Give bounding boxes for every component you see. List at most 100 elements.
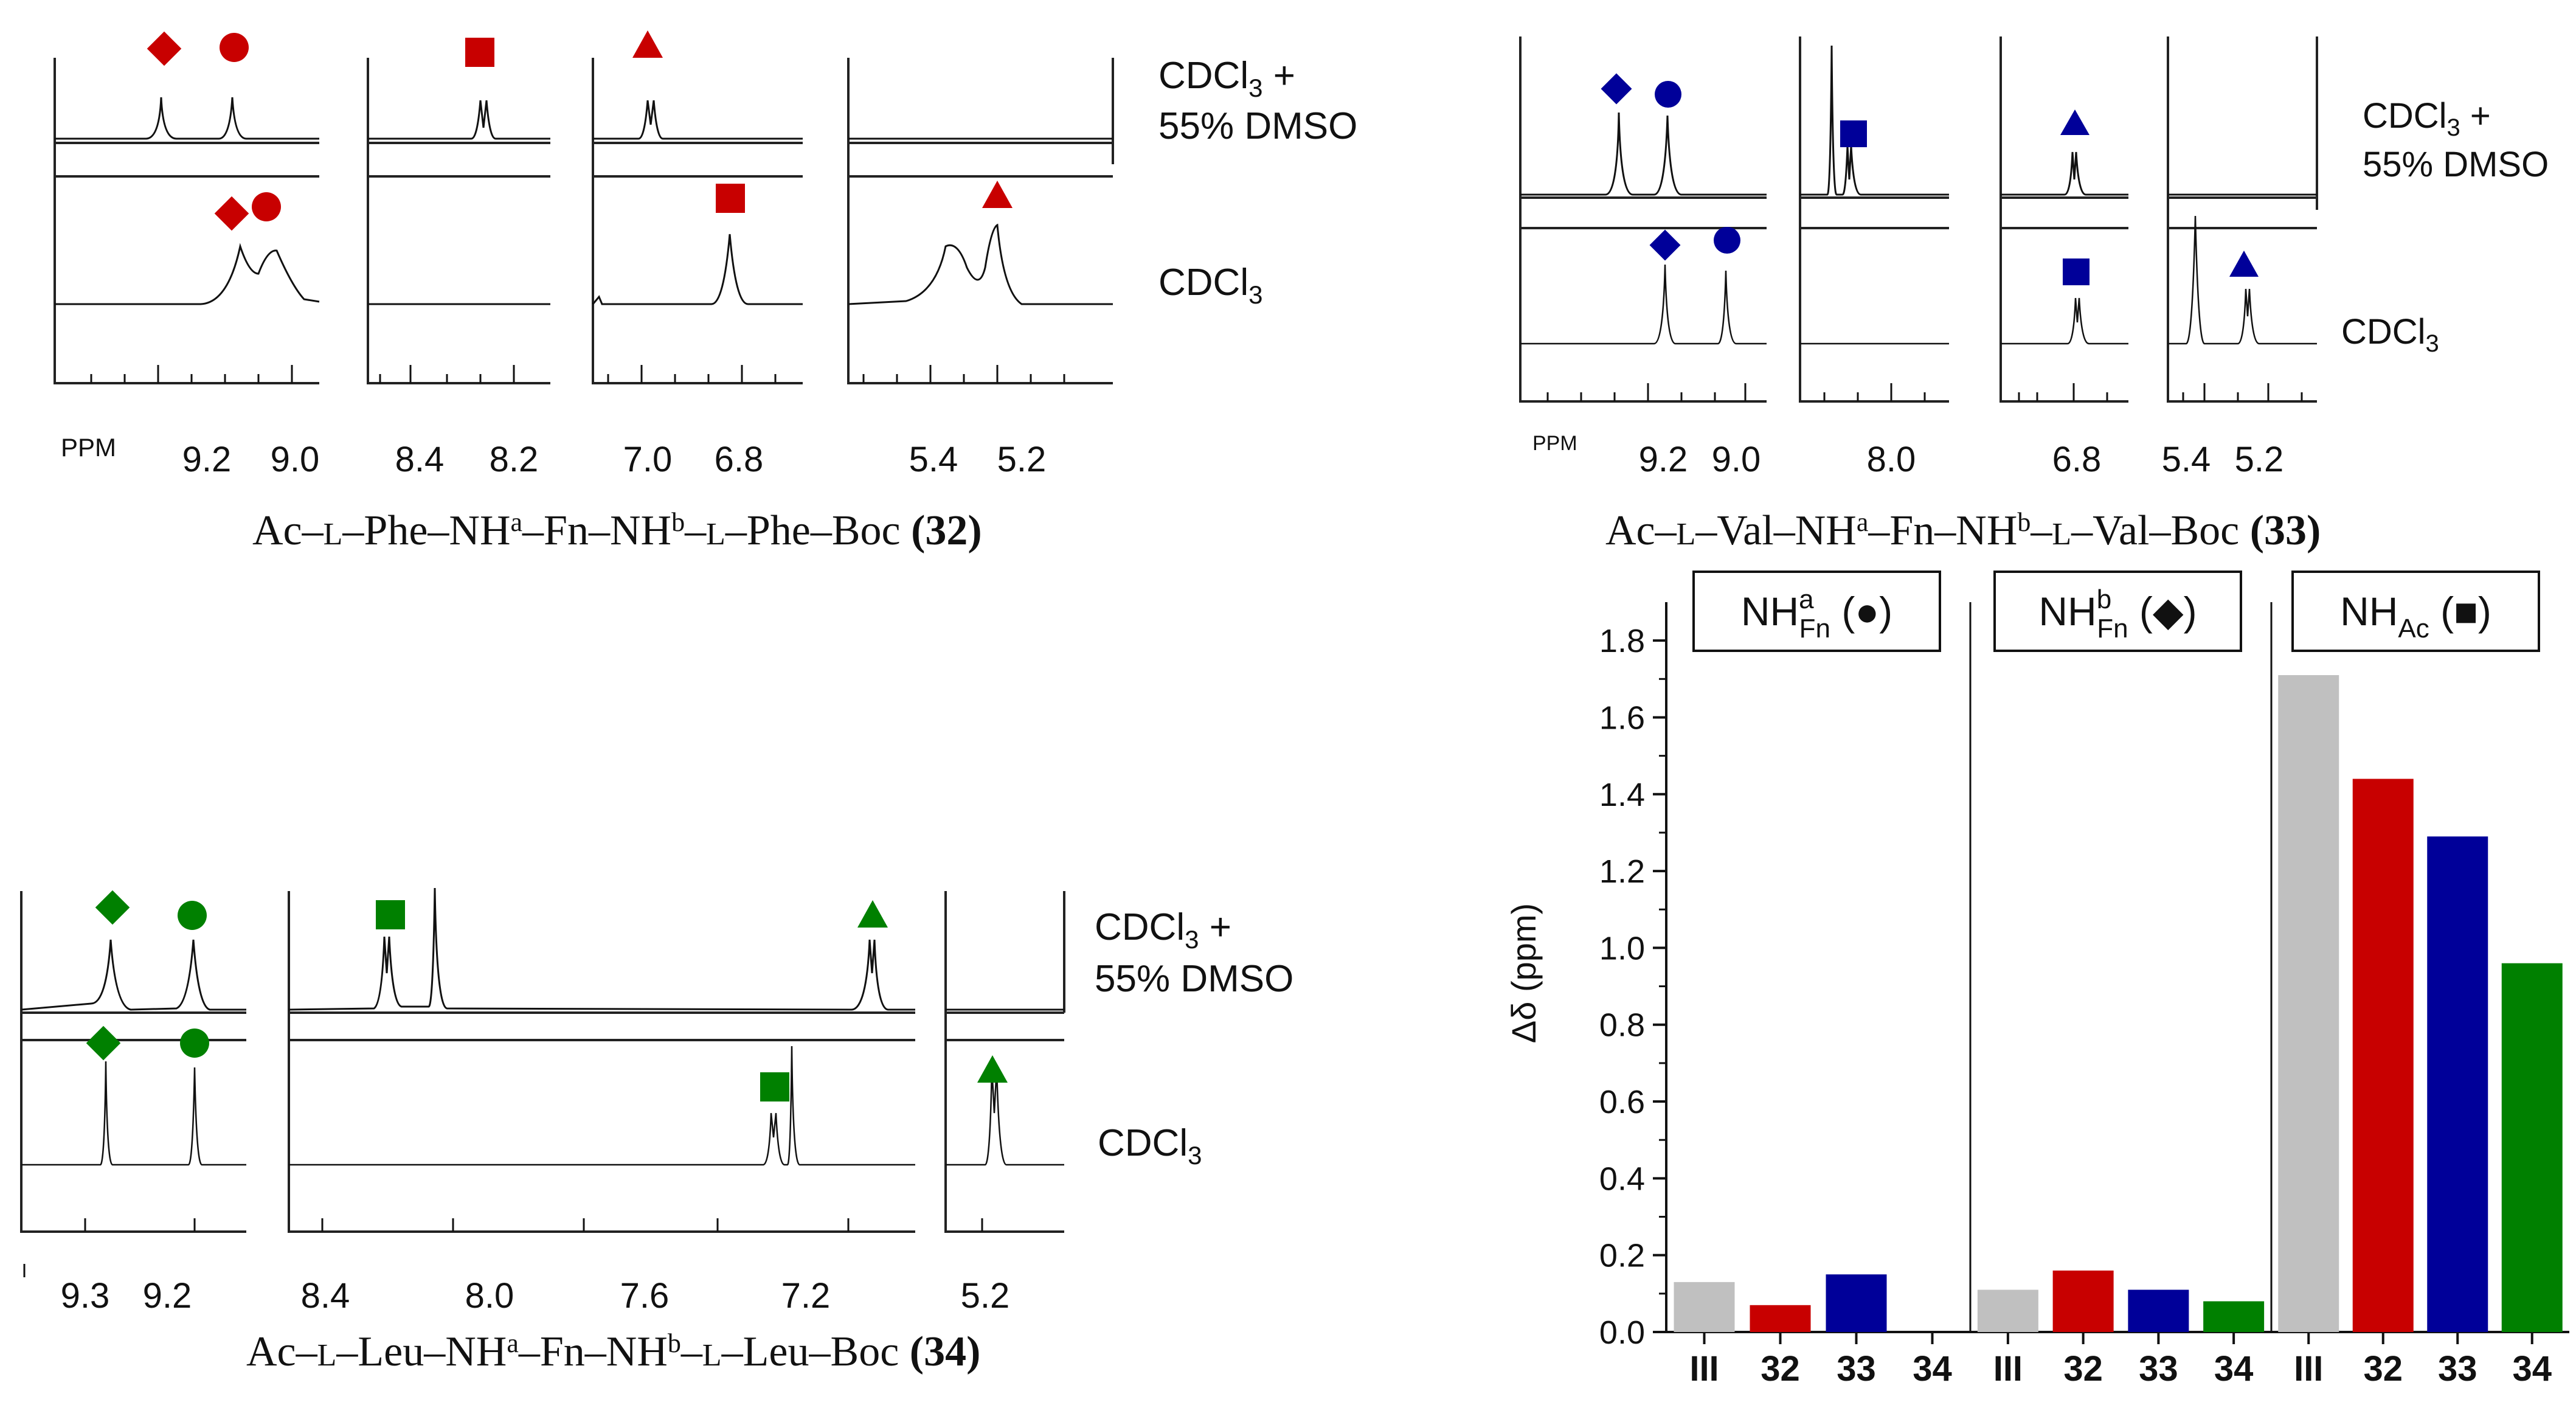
solvent-label-bottom: CDCl3 (1158, 262, 1262, 309)
bar-NHAc-34 (2501, 963, 2563, 1332)
bar-NHbFn-33 (2128, 1289, 2189, 1332)
spectrum-34-frames (20, 891, 1065, 1233)
tick-label: 6.8 (715, 440, 764, 479)
compound-label-34: Ac–L–Leu–NHa–Fn–NHb–L–Leu–Boc (34) (246, 1328, 980, 1375)
spectrum-34-markers (86, 890, 1008, 1101)
spectrum-33-tick-labels: 9.2 9.0 8.0 6.8 5.4 5.2 (1639, 440, 2284, 479)
y-axis-ticks: 0.0 0.2 0.4 0.6 0.8 1.0 1.2 1.4 1.6 1.8 (1599, 623, 1666, 1351)
bar-NHbFn-32 (2052, 1270, 2114, 1332)
group-label: NHa Fn (●) (1741, 585, 1892, 644)
spectrum-33-bottom-traces (1520, 215, 2317, 345)
square-marker (760, 1072, 789, 1101)
group-legend-boxes: NHa Fn (●) NHb Fn (◆) NHAc (■) (1692, 571, 2540, 652)
solvent-label-top: CDCl3 + (2363, 96, 2491, 141)
x-tick-label: III (1689, 1349, 1719, 1389)
x-tick-label: III (2294, 1349, 2323, 1389)
tick-label: 9.0 (271, 440, 320, 479)
square-marker (376, 900, 405, 929)
triangle-marker (632, 30, 663, 58)
tick-label: 9.3 (61, 1276, 110, 1316)
x-tick-label: 32 (2063, 1349, 2103, 1389)
triangle-marker (2229, 251, 2259, 277)
bar-NHAc-III (2278, 675, 2339, 1332)
triangle-marker (982, 181, 1013, 208)
x-tick-label: 33 (2438, 1349, 2477, 1389)
x-tick-label: 32 (1761, 1349, 1800, 1389)
spectrum-32-markers (147, 30, 1013, 231)
bar-chart: 0.0 0.2 0.4 0.6 0.8 1.0 1.2 1.4 1.6 1.8 III 32 33 34… (1504, 571, 2569, 1389)
diamond-marker (214, 196, 249, 231)
spectrum-33-axis-ticks (1546, 383, 2303, 401)
spectrum-32-axis-ticks (90, 365, 1065, 383)
spectrum-32-bottom-traces (55, 223, 1113, 305)
ppm-axis-label: PPM (61, 433, 116, 462)
y-tick-label: 0.8 (1599, 1007, 1645, 1044)
bar-NHaFn-32 (1750, 1305, 1811, 1332)
spectrum-32-tick-labels: 9.2 9.0 8.4 8.2 7.0 6.8 5.4 5.2 (182, 440, 1047, 479)
solvent-label-top: CDCl3 + (1158, 55, 1295, 102)
spectrum-32-frames (54, 58, 1114, 384)
tick-label: 8.2 (490, 440, 539, 479)
solvent-label-top-2: 55% DMSO (2363, 145, 2549, 184)
tick-label: 7.2 (781, 1276, 831, 1316)
x-tick-label: 33 (2139, 1349, 2178, 1389)
solvent-label-bottom: CDCl3 (2341, 312, 2439, 357)
square-marker (716, 184, 745, 213)
square-marker (465, 38, 494, 67)
tick-label: 7.6 (620, 1276, 670, 1316)
tick-label: 5.4 (909, 440, 958, 479)
x-tick-label: 32 (2363, 1349, 2403, 1389)
y-tick-label: 1.2 (1599, 853, 1645, 890)
compound-label-32: Ac–L–Phe–NHa–Fn–NHb–L–Phe–Boc (32) (252, 507, 982, 554)
spectrum-33-frames (1519, 36, 2318, 403)
tick-label: 9.2 (143, 1276, 192, 1316)
group-box-NHaFn: NHa Fn (●) (1692, 571, 1941, 652)
y-tick-label: 1.0 (1599, 930, 1645, 966)
bar-NHaFn-III (1674, 1282, 1735, 1332)
group-box-NHAc: NHAc (■) (2291, 571, 2540, 652)
bar-NHAc-32 (2352, 779, 2414, 1332)
square-marker (2063, 258, 2090, 285)
diamond-marker (95, 890, 130, 925)
diamond-marker (1601, 73, 1632, 105)
tick-label: 8.0 (1867, 440, 1916, 479)
diamond-marker (147, 31, 182, 66)
y-tick-label: 0.2 (1599, 1238, 1645, 1274)
y-tick-label: 0.4 (1599, 1160, 1645, 1197)
tick-label: 9.0 (1712, 440, 1761, 479)
tick-label: 6.8 (2052, 440, 2102, 479)
ppm-axis-label: PPM (1532, 432, 1577, 455)
spectrum-panel-33: PPM 9.2 9.0 8.0 6.8 5.4 5.2 CDCl3 + 55% … (1519, 36, 2549, 554)
diamond-marker (86, 1025, 121, 1061)
spectrum-panel-32: PPM 9.2 9.0 8.4 8.2 7.0 6.8 5.4 5.2 CDCl… (54, 30, 1357, 554)
triangle-marker (2060, 109, 2090, 135)
triangle-marker (977, 1055, 1008, 1083)
circle-marker (252, 192, 281, 221)
tick-label: 7.0 (623, 440, 673, 479)
solvent-label-top-2: 55% DMSO (1095, 958, 1293, 1000)
spectrum-33-markers (1601, 73, 2259, 285)
tick-label: 5.2 (2235, 440, 2284, 479)
circle-marker (1714, 227, 1740, 254)
spectrum-34-top-traces (21, 887, 1064, 1011)
group-box-frame (1692, 571, 1941, 652)
y-tick-label: 0.6 (1599, 1084, 1645, 1120)
tick-label: 9.2 (1639, 440, 1688, 479)
x-tick-label: III (1993, 1349, 2023, 1389)
tick-label: 5.4 (2162, 440, 2211, 479)
x-tick-label: 34 (1913, 1349, 1952, 1389)
circle-marker (180, 1029, 209, 1058)
y-tick-label: 1.4 (1599, 777, 1645, 813)
tick-label: 8.0 (465, 1276, 514, 1316)
spectrum-panel-34: 9.3 9.2 8.4 8.0 7.6 7.2 5.2 CDCl3 + 55% … (20, 887, 1293, 1375)
bar-NHaFn-33 (1826, 1274, 1887, 1332)
spectrum-34-bottom-traces (21, 1046, 1064, 1166)
spectrum-32-top-traces (55, 97, 1113, 140)
bar-NHAc-33 (2427, 836, 2488, 1332)
bars (1674, 675, 2563, 1332)
tick-label: 5.2 (997, 440, 1047, 479)
group-label: NHAc (■) (2340, 589, 2491, 644)
circle-marker (178, 901, 207, 930)
solvent-label-top: CDCl3 + (1095, 906, 1231, 954)
